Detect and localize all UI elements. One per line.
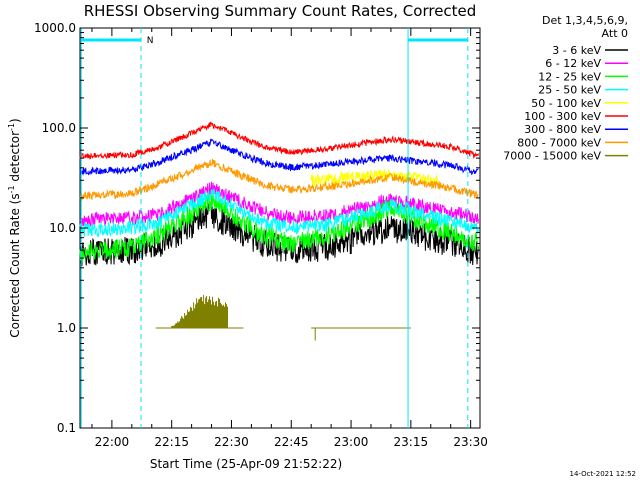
y-label-sup2: -1 [7,123,16,131]
timestamp: 14-Oct-2021 12:52 [570,470,636,478]
y-label-sup1: -1 [7,185,16,193]
x-tick-label: 23:30 [453,435,488,449]
series-line-7000-15000-kev [171,295,316,341]
legend-label: 50 - 100 keV [531,97,601,110]
legend-label: 25 - 50 keV [538,84,601,97]
flag-label: N [147,36,154,46]
legend-header-2: Att 0 [602,27,628,40]
x-tick-label: 22:30 [214,435,249,449]
chart-title: RHESSI Observing Summary Count Rates, Co… [84,2,477,20]
y-tick-label: 10.0 [49,221,76,235]
x-tick-label: 23:00 [334,435,369,449]
y-label-part2: detector [8,131,22,186]
y-tick-label: 0.1 [57,421,76,435]
legend-label: 7000 - 15000 keV [503,150,601,163]
legend-label: 800 - 7000 keV [517,136,601,149]
series-line-6-12-kev [79,181,479,227]
y-tick-label: 100.0 [42,121,76,135]
y-tick-label: 1.0 [57,321,76,335]
y-tick-label: 1000.0 [34,21,76,35]
series-line-12-25-kev [79,192,479,263]
series-line-3-6-kev [79,201,479,267]
legend-label: 6 - 12 keV [545,57,601,70]
y-label-part3: ) [8,118,22,123]
x-axis: 22:00 22:15 22:30 22:45 23:00 23:15 23:30 [91,28,488,449]
legend-label: 100 - 300 keV [524,110,601,123]
x-tick-label: 22:00 [95,435,130,449]
y-axis-label: Corrected Count Rate (s-1 detector-1) [7,118,22,337]
plot-data: N [79,28,479,428]
legend-label: 300 - 800 keV [524,123,601,136]
series-line-100-300-kev [79,121,479,160]
y-axis: 1000.0 100.0 10.0 1.0 0.1 [34,21,480,435]
x-tick-label: 22:45 [274,435,309,449]
x-tick-label: 23:15 [394,435,429,449]
series-line-300-800-kev [79,138,479,176]
x-tick-label: 22:15 [154,435,189,449]
legend-label: 12 - 25 keV [538,70,601,83]
legend-header-1: Det 1,3,4,5,6,9, [542,14,628,27]
legend-label: 3 - 6 keV [552,44,601,57]
series-line-800-7000-kev [79,159,479,202]
x-axis-label: Start Time (25-Apr-09 21:52:22) [150,457,342,471]
y-label-part1: Corrected Count Rate (s [8,193,22,337]
series-line-25-50-kev [79,188,479,239]
